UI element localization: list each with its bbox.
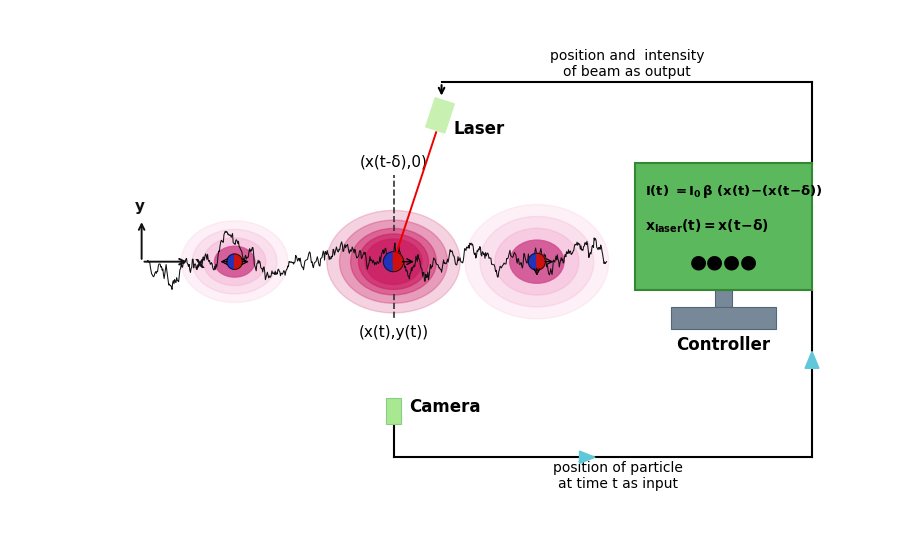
FancyBboxPatch shape: [636, 163, 812, 290]
Ellipse shape: [465, 204, 609, 319]
Ellipse shape: [509, 240, 564, 283]
FancyBboxPatch shape: [386, 398, 401, 424]
Polygon shape: [580, 451, 595, 463]
Ellipse shape: [509, 240, 564, 283]
Ellipse shape: [203, 238, 266, 286]
Ellipse shape: [340, 220, 448, 303]
Ellipse shape: [351, 229, 436, 295]
FancyBboxPatch shape: [671, 307, 776, 329]
Text: $\mathbf{I(t)\ =I_0\,\beta\ (x(t)\!-\!(x(t\!-\!\delta))}$: $\mathbf{I(t)\ =I_0\,\beta\ (x(t)\!-\!(x…: [646, 182, 823, 200]
Ellipse shape: [214, 246, 255, 277]
Polygon shape: [384, 252, 394, 272]
Polygon shape: [537, 253, 545, 270]
Polygon shape: [426, 97, 454, 133]
Ellipse shape: [495, 228, 579, 295]
Ellipse shape: [192, 229, 277, 294]
Polygon shape: [529, 253, 537, 270]
Text: Controller: Controller: [677, 336, 770, 355]
Ellipse shape: [214, 246, 255, 277]
Ellipse shape: [327, 210, 460, 313]
Ellipse shape: [480, 216, 594, 307]
Text: position of particle
at time t as input: position of particle at time t as input: [553, 461, 683, 491]
Polygon shape: [805, 351, 819, 369]
Text: y: y: [135, 199, 145, 214]
Polygon shape: [234, 254, 243, 270]
Text: Laser: Laser: [454, 120, 506, 138]
Text: $\mathbf{x_{laser}(t) = x(t\!-\!\delta)}$: $\mathbf{x_{laser}(t) = x(t\!-\!\delta)}…: [646, 218, 769, 235]
Text: (x(t-δ),0): (x(t-δ),0): [360, 154, 428, 169]
FancyBboxPatch shape: [715, 290, 732, 307]
Ellipse shape: [358, 234, 429, 289]
Polygon shape: [227, 254, 234, 270]
Text: x: x: [194, 257, 204, 272]
Ellipse shape: [181, 221, 288, 302]
Text: (x(t),y(t)): (x(t),y(t)): [358, 325, 429, 340]
Text: Camera: Camera: [409, 398, 481, 416]
Text: ●●●●: ●●●●: [690, 253, 758, 272]
Text: position and  intensity
of beam as output: position and intensity of beam as output: [550, 49, 704, 79]
Polygon shape: [394, 252, 404, 272]
Ellipse shape: [365, 239, 422, 285]
